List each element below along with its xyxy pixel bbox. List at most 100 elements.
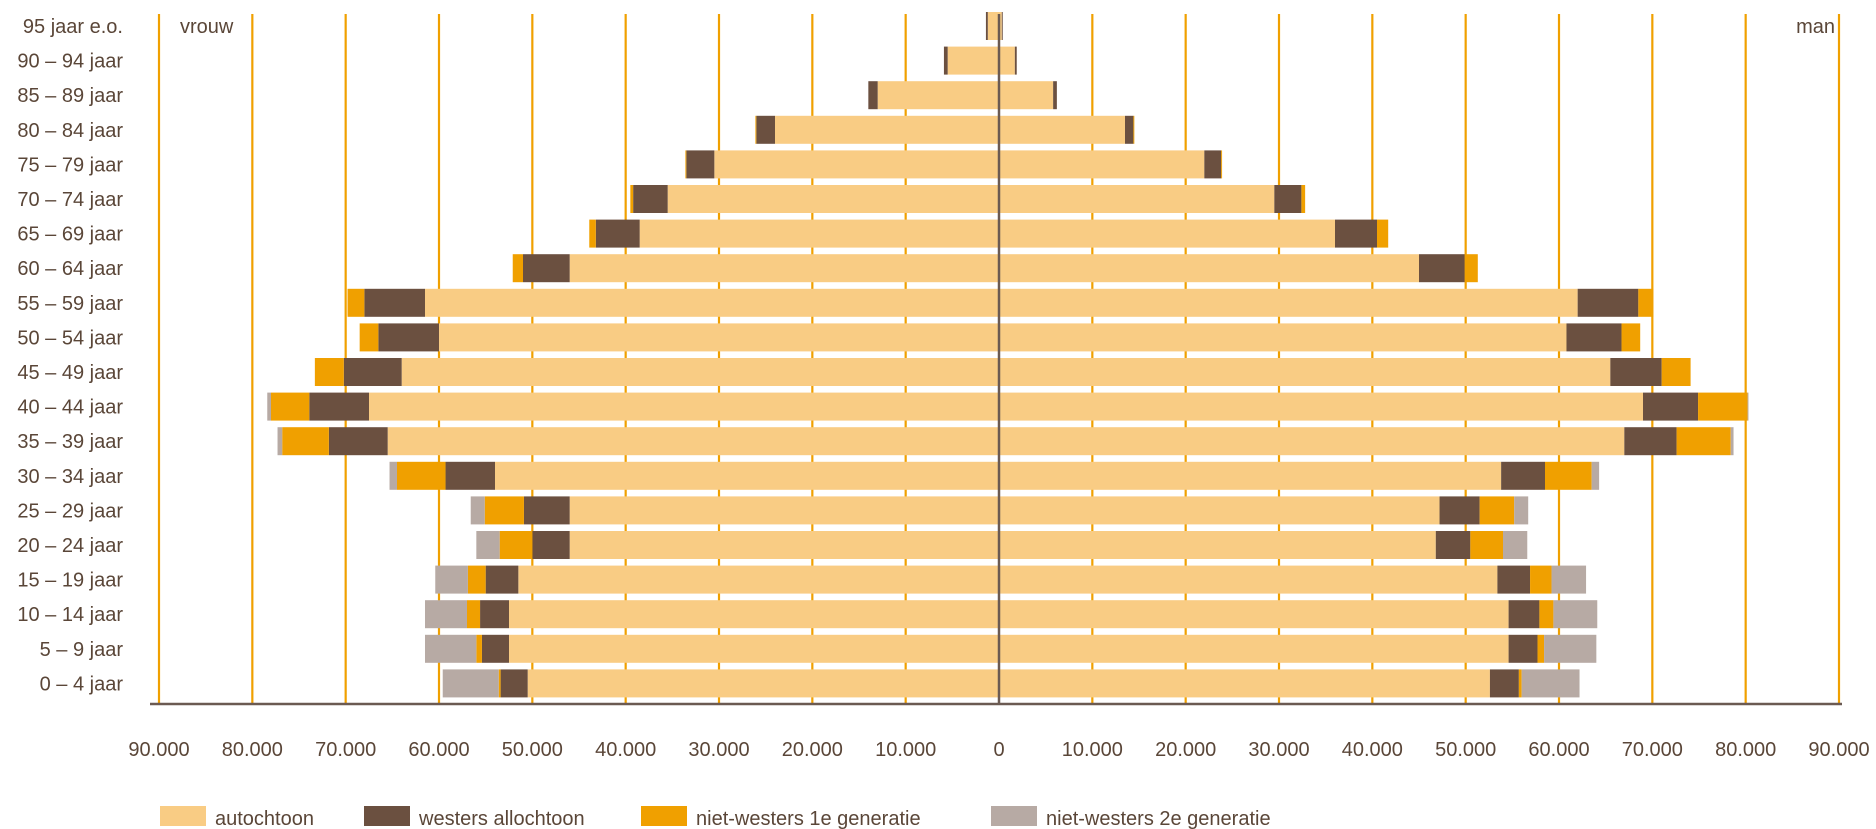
bar-men-niet-westers-1e-generatie: [1676, 427, 1731, 456]
bar-men-westers-allochtoon: [1501, 461, 1545, 490]
bar-women-niet-westers-2e-generatie: [442, 669, 499, 698]
bar-men-westers-allochtoon: [1053, 81, 1057, 110]
bar-women-westers-allochtoon: [309, 392, 369, 421]
x-tick-label: 30.000: [1248, 739, 1309, 761]
bar-men-niet-westers-1e-generatie: [1537, 634, 1545, 663]
age-group-label: 25 – 29 jaar: [17, 500, 123, 522]
bar-women-westers-allochtoon: [943, 46, 948, 75]
bar-women-autochtoon: [509, 600, 999, 629]
x-tick-label: 90.000: [128, 739, 189, 761]
bar-men-autochtoon: [999, 46, 1015, 75]
age-group-label: 40 – 44 jaar: [17, 397, 123, 419]
bar-men-niet-westers-1e-generatie: [1638, 288, 1654, 317]
legend-swatch: [991, 806, 1037, 826]
bar-men-autochtoon: [999, 461, 1502, 490]
age-group-label: 90 – 94 jaar: [17, 51, 123, 73]
bar-women-autochtoon: [369, 392, 999, 421]
bar-men-niet-westers-2e-generatie: [1591, 461, 1600, 490]
bar-men-niet-westers-1e-generatie: [1464, 254, 1478, 283]
bar-women-niet-westers-1e-generatie: [359, 323, 379, 352]
bar-women-niet-westers-1e-generatie: [484, 496, 524, 525]
bar-women-niet-westers-2e-generatie: [476, 531, 500, 559]
bar-women-autochtoon: [947, 46, 999, 75]
bar-women-autochtoon: [667, 185, 999, 213]
x-tick-label: 80.000: [222, 739, 283, 761]
legend-swatch: [364, 806, 410, 826]
bar-men-westers-allochtoon: [1435, 531, 1471, 559]
bar-men-westers-allochtoon: [1577, 288, 1639, 317]
bar-women-niet-westers-1e-generatie: [467, 565, 486, 594]
bars: [267, 12, 1749, 698]
bar-men-westers-allochtoon: [1204, 150, 1222, 179]
legend-item-westers-allochtoon: westers allochtoon: [364, 806, 585, 829]
bar-men-niet-westers-2e-generatie: [1551, 565, 1587, 594]
bar-women-westers-allochtoon: [686, 150, 715, 179]
bar-men-autochtoon: [999, 634, 1509, 663]
bar-women-westers-allochtoon: [328, 427, 388, 456]
bar-women-westers-allochtoon: [868, 81, 878, 110]
bar-women-westers-allochtoon: [364, 288, 425, 317]
bar-women-niet-westers-1e-generatie: [499, 531, 533, 559]
bar-men-westers-allochtoon: [1610, 358, 1662, 386]
bar-men-autochtoon: [999, 323, 1567, 352]
legend-label: westers allochtoon: [418, 808, 585, 829]
bar-women-niet-westers-1e-generatie: [397, 461, 446, 490]
bar-men-niet-westers-1e-generatie: [1621, 323, 1641, 352]
bar-women-niet-westers-2e-generatie: [267, 392, 271, 421]
bar-women-niet-westers-1e-generatie: [476, 634, 482, 663]
bar-men-niet-westers-1e-generatie: [1479, 496, 1515, 525]
age-group-label: 0 – 4 jaar: [40, 673, 124, 695]
age-group-label: 20 – 24 jaar: [17, 535, 123, 557]
bar-men-westers-allochtoon: [1001, 12, 1003, 40]
age-group-label: 55 – 59 jaar: [17, 293, 123, 315]
bar-men-niet-westers-2e-generatie: [1514, 496, 1529, 525]
age-group-label: 65 – 69 jaar: [17, 224, 123, 246]
age-group-label: 35 – 39 jaar: [17, 431, 123, 453]
bar-women-autochtoon: [775, 115, 999, 144]
bar-men-niet-westers-1e-generatie: [1518, 669, 1522, 698]
bar-women-westers-allochtoon: [343, 358, 402, 386]
bar-women-niet-westers-2e-generatie: [277, 427, 283, 456]
right-side-label: man: [1796, 16, 1835, 38]
bar-women-westers-allochtoon: [985, 12, 988, 40]
bar-men-autochtoon: [999, 288, 1578, 317]
bar-women-niet-westers-1e-generatie: [282, 427, 329, 456]
bar-women-westers-allochtoon: [633, 185, 668, 213]
x-tick-label: 0: [993, 739, 1004, 761]
bar-women-niet-westers-1e-generatie: [271, 392, 310, 421]
bar-women-autochtoon: [639, 219, 999, 248]
bar-women-niet-westers-1e-generatie: [685, 150, 687, 179]
bar-women-niet-westers-1e-generatie: [589, 219, 596, 248]
bar-men-autochtoon: [999, 565, 1498, 594]
bar-men-westers-allochtoon: [1125, 115, 1134, 144]
bar-women-autochtoon: [569, 254, 999, 283]
bar-men-westers-allochtoon: [1624, 427, 1677, 456]
x-tick-label: 40.000: [595, 739, 656, 761]
x-tick-label: 40.000: [1342, 739, 1403, 761]
age-group-label: 5 – 9 jaar: [40, 639, 124, 661]
bar-women-westers-allochtoon: [445, 461, 495, 490]
bar-men-niet-westers-1e-generatie: [1221, 150, 1223, 179]
axes: [150, 14, 1842, 706]
x-tick-label: 10.000: [875, 739, 936, 761]
x-tick-label: 50.000: [1435, 739, 1496, 761]
bar-men-westers-allochtoon: [1497, 565, 1531, 594]
bar-women-autochtoon: [714, 150, 999, 179]
bar-women-westers-allochtoon: [480, 600, 509, 629]
x-tick-label: 10.000: [1062, 739, 1123, 761]
bar-women-niet-westers-2e-generatie: [435, 565, 468, 594]
legend-item-niet-westers-1e-generatie: niet-westers 1e generatie: [641, 806, 921, 829]
legend: autochtoon westers allochtoon niet-westers…: [160, 806, 1271, 829]
bar-women-westers-allochtoon: [378, 323, 439, 352]
bar-women-westers-allochtoon: [595, 219, 640, 248]
age-group-label: 50 – 54 jaar: [17, 327, 123, 349]
legend-swatch: [160, 806, 206, 826]
x-tick-label: 80.000: [1715, 739, 1776, 761]
bar-men-autochtoon: [999, 115, 1125, 144]
bar-men-autochtoon: [999, 185, 1275, 213]
age-group-label: 70 – 74 jaar: [17, 189, 123, 211]
bar-women-westers-allochtoon: [481, 634, 509, 663]
bar-men-autochtoon: [999, 358, 1611, 386]
x-tick-labels: 90.000 80.000 70.000 60.000 50.000 40.000 30.0…: [128, 739, 1869, 761]
